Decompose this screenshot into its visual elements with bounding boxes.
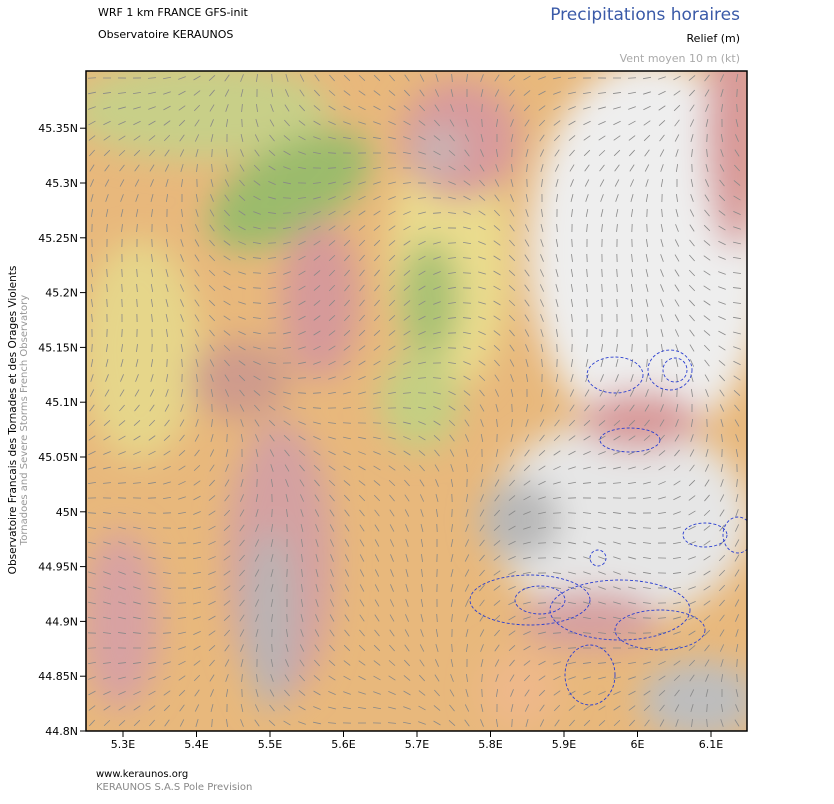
wind-barb bbox=[343, 423, 351, 424]
relief-label: Relief (m) bbox=[687, 32, 740, 45]
lon-label: 5.7E bbox=[405, 738, 429, 751]
lat-label: 45.25N bbox=[38, 232, 78, 245]
wind-barb bbox=[122, 284, 123, 292]
footer-url: www.keraunos.org bbox=[96, 769, 188, 780]
wind-barb bbox=[212, 149, 213, 157]
lat-label: 44.9N bbox=[45, 615, 78, 628]
wind-barb bbox=[448, 243, 456, 244]
lat-label: 45N bbox=[56, 506, 78, 519]
lat-label: 45.1N bbox=[45, 396, 78, 409]
wind-barb bbox=[283, 213, 291, 214]
side-sublabel: Tornadoes and Severe Storms French Obser… bbox=[19, 295, 30, 546]
wind-barb bbox=[88, 78, 96, 79]
footer-company: KERAUNOS S.A.S Pole Prevision bbox=[96, 782, 252, 793]
wind-barb bbox=[512, 719, 513, 727]
lat-label: 44.8N bbox=[45, 725, 78, 738]
wind-label: Vent moyen 10 m (kt) bbox=[620, 52, 740, 65]
lon-label: 5.6E bbox=[331, 738, 355, 751]
wind-barb bbox=[272, 644, 273, 652]
wind-barb bbox=[463, 303, 471, 304]
wind-barb bbox=[272, 509, 273, 517]
wind-barb bbox=[557, 344, 558, 352]
lon-label: 6.1E bbox=[699, 738, 723, 751]
lon-label: 5.9E bbox=[552, 738, 576, 751]
lon-label: 5.8E bbox=[478, 738, 502, 751]
side-label: Observatoire Francais des Tornades et de… bbox=[7, 266, 19, 575]
lat-label: 44.95N bbox=[38, 561, 78, 574]
lon-label: 6E bbox=[631, 738, 645, 751]
lon-label: 5.4E bbox=[184, 738, 208, 751]
source-label: Observatoire KERAUNOS bbox=[98, 28, 233, 41]
relief bbox=[70, 10, 770, 740]
map-title: Precipitations horaires bbox=[550, 5, 740, 25]
lat-label: 44.85N bbox=[38, 670, 78, 683]
lon-label: 5.5E bbox=[258, 738, 282, 751]
lat-label: 45.15N bbox=[38, 341, 78, 354]
wind-barb bbox=[148, 513, 156, 514]
lat-label: 45.35N bbox=[38, 122, 78, 135]
wind-barb bbox=[643, 528, 651, 529]
lat-label: 45.3N bbox=[45, 177, 78, 190]
lon-label: 5.3E bbox=[111, 738, 135, 751]
model-label: WRF 1 km FRANCE GFS-init bbox=[98, 6, 249, 19]
wind-barb bbox=[253, 288, 261, 289]
wind-barb bbox=[737, 89, 738, 97]
wind-barb bbox=[628, 78, 636, 79]
lat-label: 45.05N bbox=[38, 451, 78, 464]
wind-barb bbox=[572, 239, 573, 247]
lat-label: 45.2N bbox=[45, 287, 78, 300]
wind-barb bbox=[287, 614, 288, 622]
wind-barb bbox=[602, 284, 603, 292]
wind-barb bbox=[268, 348, 276, 349]
wind-barb bbox=[617, 299, 618, 307]
